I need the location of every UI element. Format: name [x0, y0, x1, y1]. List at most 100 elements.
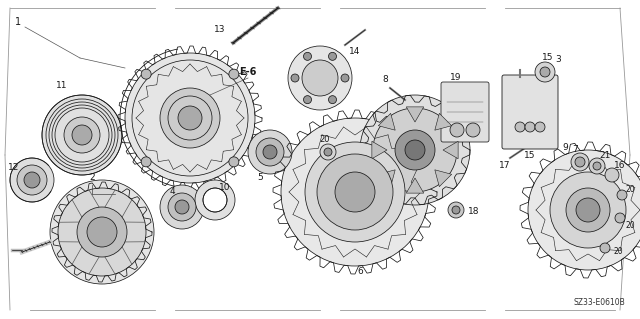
Text: E-6: E-6 [239, 67, 257, 77]
Text: 21: 21 [599, 151, 611, 160]
Circle shape [405, 140, 425, 160]
Text: 12: 12 [8, 164, 20, 173]
Circle shape [305, 142, 405, 242]
Circle shape [175, 200, 189, 214]
Circle shape [17, 165, 47, 195]
Polygon shape [378, 170, 396, 187]
FancyBboxPatch shape [502, 75, 558, 149]
Circle shape [24, 172, 40, 188]
Text: 7: 7 [572, 145, 578, 154]
Circle shape [328, 52, 337, 60]
Circle shape [10, 158, 54, 202]
Circle shape [58, 188, 146, 276]
Text: SZ33-E0610B: SZ33-E0610B [573, 298, 625, 307]
Circle shape [566, 188, 610, 232]
Circle shape [50, 180, 154, 284]
Circle shape [341, 74, 349, 82]
Circle shape [605, 168, 619, 182]
Polygon shape [435, 170, 452, 187]
Circle shape [281, 118, 429, 266]
Circle shape [617, 190, 627, 200]
Text: 1: 1 [15, 17, 21, 27]
Circle shape [550, 172, 626, 248]
Circle shape [125, 53, 255, 183]
FancyBboxPatch shape [441, 82, 489, 142]
Circle shape [525, 122, 535, 132]
Circle shape [72, 125, 92, 145]
Circle shape [302, 60, 338, 96]
Text: 19: 19 [451, 73, 461, 83]
Circle shape [42, 95, 122, 175]
Text: 20: 20 [613, 248, 623, 256]
Circle shape [320, 144, 336, 160]
Circle shape [168, 193, 196, 221]
Circle shape [87, 217, 117, 247]
Polygon shape [372, 141, 387, 159]
Circle shape [160, 185, 204, 229]
Circle shape [141, 157, 151, 167]
Text: 13: 13 [214, 26, 226, 34]
Circle shape [600, 243, 610, 253]
Text: 17: 17 [499, 160, 511, 169]
Circle shape [593, 162, 601, 170]
Circle shape [141, 69, 151, 79]
Text: 6: 6 [357, 268, 363, 277]
Circle shape [540, 67, 550, 77]
Circle shape [248, 130, 292, 174]
Text: 10: 10 [220, 182, 231, 191]
Circle shape [589, 158, 605, 174]
Circle shape [373, 108, 457, 192]
Circle shape [328, 96, 337, 104]
Text: 15: 15 [524, 151, 536, 160]
Text: 20: 20 [320, 136, 330, 145]
Circle shape [229, 69, 239, 79]
Text: 9: 9 [562, 144, 568, 152]
Polygon shape [406, 178, 424, 193]
Polygon shape [378, 113, 396, 130]
Circle shape [535, 62, 555, 82]
Circle shape [515, 122, 525, 132]
Text: 18: 18 [468, 207, 480, 217]
Text: 20: 20 [625, 220, 635, 229]
Polygon shape [406, 107, 424, 122]
Circle shape [448, 202, 464, 218]
Circle shape [303, 96, 312, 104]
Text: 3: 3 [555, 56, 561, 64]
Text: 5: 5 [257, 174, 263, 182]
Circle shape [317, 154, 393, 230]
Circle shape [203, 188, 227, 212]
Text: 8: 8 [382, 76, 388, 85]
Text: 4: 4 [169, 188, 175, 197]
Circle shape [178, 106, 202, 130]
Text: 2: 2 [89, 173, 95, 182]
Circle shape [324, 148, 332, 156]
Circle shape [288, 46, 352, 110]
Text: 16: 16 [614, 160, 626, 169]
Circle shape [395, 130, 435, 170]
Circle shape [528, 150, 640, 270]
Circle shape [160, 88, 220, 148]
Circle shape [229, 157, 239, 167]
Circle shape [535, 122, 545, 132]
Text: 15: 15 [542, 54, 554, 63]
Circle shape [452, 206, 460, 214]
Circle shape [450, 123, 464, 137]
Circle shape [576, 198, 600, 222]
Text: 11: 11 [56, 81, 68, 91]
Circle shape [64, 117, 100, 153]
Polygon shape [443, 141, 458, 159]
Text: 20: 20 [625, 186, 635, 195]
Circle shape [256, 138, 284, 166]
Circle shape [466, 123, 480, 137]
Circle shape [615, 213, 625, 223]
Circle shape [195, 180, 235, 220]
Circle shape [291, 74, 299, 82]
Text: 14: 14 [349, 48, 361, 56]
Polygon shape [435, 113, 452, 130]
Circle shape [571, 153, 589, 171]
Circle shape [575, 157, 585, 167]
Circle shape [360, 95, 470, 205]
Circle shape [303, 52, 312, 60]
Circle shape [263, 145, 277, 159]
Circle shape [77, 207, 127, 257]
